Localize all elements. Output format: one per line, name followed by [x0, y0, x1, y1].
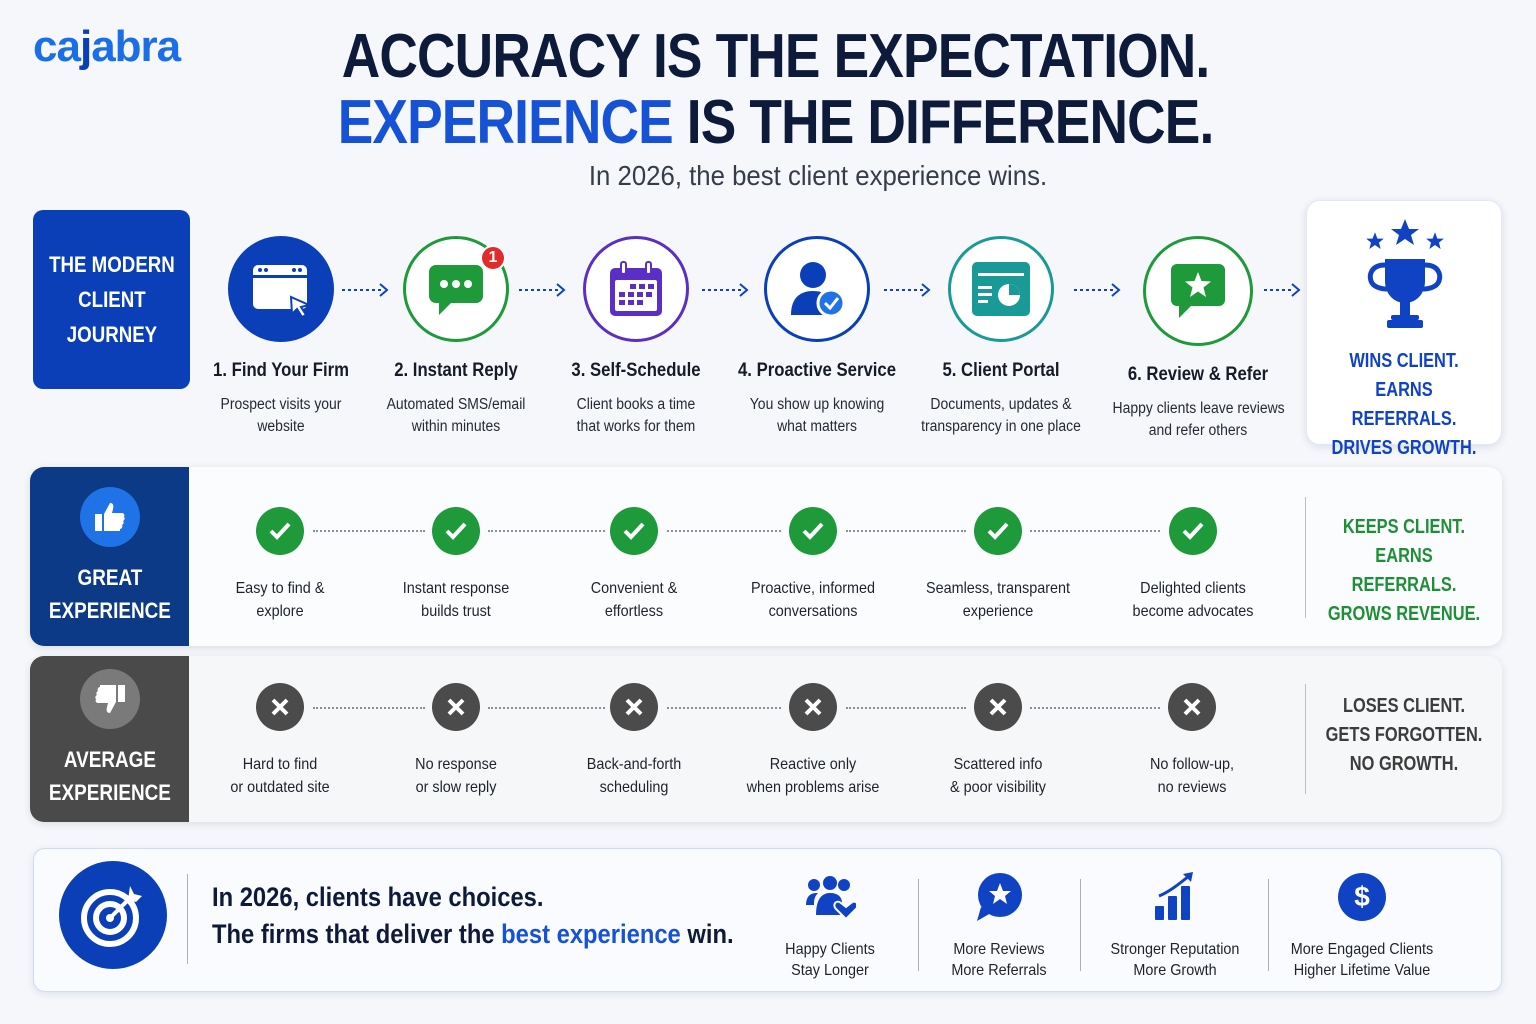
- average-experience-label: AVERAGE EXPERIENCE: [30, 656, 189, 822]
- check-icon: [789, 507, 837, 555]
- great-experience-row: GREAT EXPERIENCE Easy to find & explore In…: [30, 467, 1502, 646]
- great-item-2: Instant response builds trust: [361, 507, 551, 623]
- outcome-card: WINS CLIENT. EARNS REFERRALS. DRIVES GRO…: [1306, 200, 1502, 459]
- arrow-right-icon: [702, 283, 749, 297]
- check-icon: [1169, 507, 1217, 555]
- x-icon: [974, 683, 1022, 731]
- brand-logo: cajabra: [33, 22, 181, 71]
- x-icon: [610, 683, 658, 731]
- arrow-right-icon: [342, 283, 389, 297]
- target-icon: [59, 861, 167, 969]
- x-icon: [256, 683, 304, 731]
- journey-step-6: 6. Review & Refer Happy clients leave re…: [1103, 236, 1293, 442]
- journey-step-2: 1 2. Instant Reply Automated SMS/email wi…: [361, 236, 551, 438]
- browser-click-icon: [228, 236, 334, 342]
- portal-dashboard-icon: [948, 236, 1054, 342]
- great-experience-label: GREAT EXPERIENCE: [30, 467, 189, 646]
- arrow-right-icon: [1264, 283, 1301, 297]
- connector-dots: [1030, 707, 1160, 709]
- benefit-stronger-reputation: Stronger Reputation More Growth: [1080, 871, 1270, 981]
- connector-dots: [313, 707, 425, 709]
- connector-dots: [488, 707, 605, 709]
- connector-dots: [846, 707, 966, 709]
- page-headline: ACCURACY IS THE EXPECTATION. EXPERIENCE …: [115, 24, 1436, 156]
- arrow-right-icon: [1074, 283, 1121, 297]
- divider: [1268, 879, 1269, 971]
- connector-dots: [667, 530, 781, 532]
- average-item-5: Scattered info & poor visibility: [903, 683, 1093, 799]
- banner-message: In 2026, clients have choices. The firms…: [212, 882, 734, 949]
- notification-badge: 1: [480, 245, 506, 271]
- great-item-3: Convenient & effortless: [539, 507, 729, 623]
- average-item-2: No response or slow reply: [361, 683, 551, 799]
- growth-chart-icon: [1080, 871, 1270, 923]
- great-item-6: Delighted clients become advocates: [1098, 507, 1288, 623]
- page-subtitle: In 2026, the best client experience wins…: [588, 160, 1048, 191]
- user-check-icon: [764, 236, 870, 342]
- benefit-more-reviews: More Reviews More Referrals: [904, 871, 1094, 981]
- thumbs-up-icon: [79, 486, 140, 547]
- check-icon: [974, 507, 1022, 555]
- chat-bubble-icon: 1: [403, 236, 509, 342]
- journey-step-3: 3. Self-Schedule Client books a time that…: [541, 236, 731, 438]
- check-icon: [432, 507, 480, 555]
- connector-dots: [313, 530, 425, 532]
- bottom-banner: In 2026, clients have choices. The firms…: [33, 848, 1502, 992]
- headline-line-1: ACCURACY IS THE EXPECTATION.: [341, 22, 1210, 91]
- connector-dots: [488, 530, 605, 532]
- great-item-1: Easy to find & explore: [185, 507, 375, 623]
- journey-step-4: 4. Proactive Service You show up knowing…: [722, 236, 912, 438]
- average-item-1: Hard to find or outdated site: [185, 683, 375, 799]
- arrow-right-icon: [884, 283, 931, 297]
- benefit-happy-clients: Happy Clients Stay Longer: [735, 871, 925, 981]
- headline-line-2: EXPERIENCE IS THE DIFFERENCE.: [337, 88, 1215, 157]
- benefit-engaged-clients: $ More Engaged Clients Higher Lifetime Va…: [1267, 871, 1457, 981]
- star-review-icon: [1143, 236, 1253, 346]
- connector-dots: [1030, 530, 1160, 532]
- x-icon: [1168, 683, 1216, 731]
- journey-step-5: 5. Client Portal Documents, updates & tra…: [906, 236, 1096, 438]
- thumbs-down-icon: [79, 669, 140, 729]
- x-icon: [789, 683, 837, 731]
- average-item-3: Back-and-forth scheduling: [539, 683, 729, 799]
- calendar-icon: [583, 236, 689, 342]
- check-icon: [256, 507, 304, 555]
- journey-step-1: 1. Find Your Firm Prospect visits your we…: [186, 236, 376, 438]
- great-item-4: Proactive, informed conversations: [718, 507, 908, 623]
- svg-text:$: $: [1354, 881, 1370, 912]
- average-experience-row: AVERAGE EXPERIENCE Hard to find or outdate…: [30, 656, 1502, 822]
- average-verdict: LOSES CLIENT. GETS FORGOTTEN. NO GROWTH.: [1325, 695, 1483, 775]
- average-item-4: Reactive only when problems arise: [718, 683, 908, 799]
- dollar-icon: $: [1267, 871, 1457, 923]
- divider: [1080, 879, 1081, 971]
- divider: [187, 874, 188, 964]
- journey-label: THE MODERN CLIENT JOURNEY: [33, 210, 190, 389]
- people-heart-icon: [735, 871, 925, 923]
- check-icon: [610, 507, 658, 555]
- divider: [1305, 684, 1306, 794]
- connector-dots: [667, 707, 781, 709]
- average-item-6: No follow-up, no reviews: [1097, 683, 1287, 799]
- great-item-5: Seamless, transparent experience: [903, 507, 1093, 623]
- star-chat-icon: [904, 871, 1094, 923]
- divider: [1305, 497, 1306, 618]
- great-verdict: KEEPS CLIENT. EARNS REFERRALS. GROWS REV…: [1327, 516, 1481, 625]
- arrow-right-icon: [519, 283, 566, 297]
- divider: [918, 879, 919, 971]
- connector-dots: [846, 530, 966, 532]
- trophy-icon: [1366, 219, 1444, 328]
- x-icon: [432, 683, 480, 731]
